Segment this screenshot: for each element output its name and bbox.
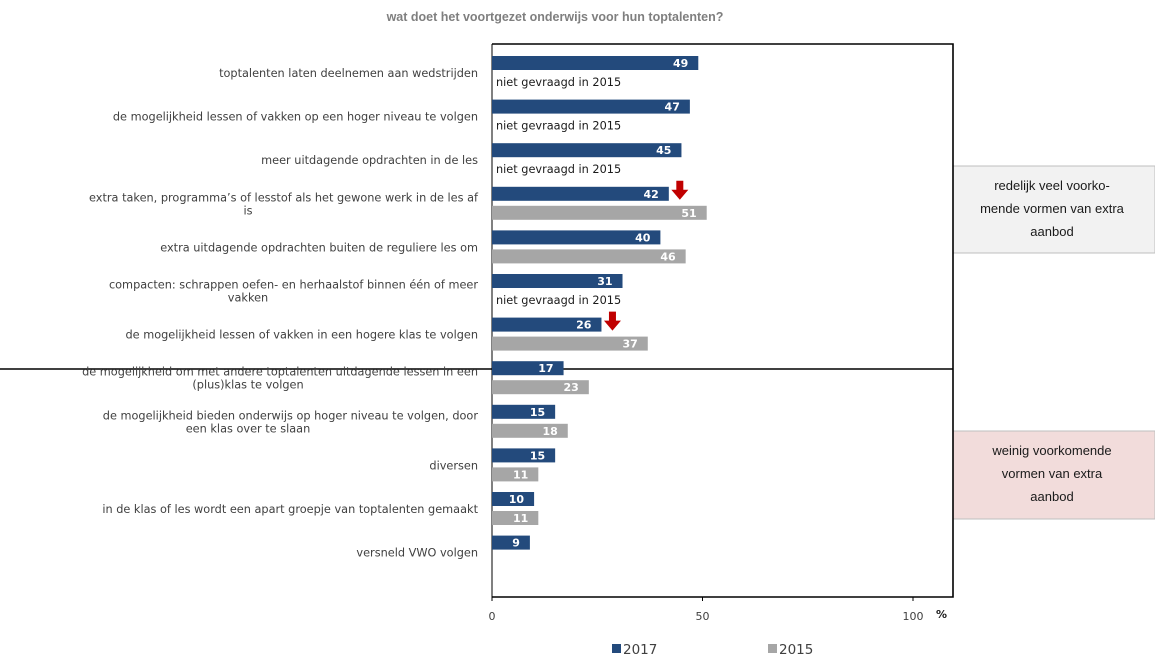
x-unit-label: %	[936, 608, 947, 621]
bar-2015	[492, 380, 589, 395]
legend-label-2015: 2015	[779, 642, 813, 658]
x-tick-label: 0	[489, 610, 496, 623]
category-label: de mogelijkheid lessen of vakken in een …	[126, 329, 479, 342]
bar-value-label-2017: 26	[576, 319, 592, 332]
bar-2015	[492, 249, 686, 264]
category-label: vakken	[228, 292, 268, 305]
category-label: extra uitdagende opdrachten buiten de re…	[160, 241, 478, 254]
bar-value-label-2015: 51	[681, 207, 696, 220]
bar-value-label-2017: 15	[530, 406, 545, 419]
category-label: toptalenten laten deelnemen aan wedstrij…	[219, 67, 478, 80]
bar-2015	[492, 467, 539, 482]
bar-2017	[492, 99, 690, 114]
bar-value-label-2017: 31	[597, 275, 612, 288]
category-label: extra taken, programma’s of lesstof als …	[89, 191, 479, 204]
legend-label-2017: 2017	[623, 642, 657, 658]
group-box-text-1-2: aanbod	[1030, 489, 1073, 504]
bar-2015	[492, 511, 539, 525]
category-label: in de klas of les wordt een apart groepj…	[102, 503, 478, 516]
category-label: een klas over te slaan	[186, 422, 311, 435]
group-box-text-0-1: mende vormen van extra	[980, 201, 1125, 216]
bar-2015	[492, 423, 568, 438]
bar-value-label-2017: 45	[656, 144, 671, 157]
bar-value-label-2017: 47	[665, 101, 680, 114]
bar-2017	[492, 56, 699, 70]
bar-value-label-2017: 49	[673, 57, 688, 70]
category-label: de mogelijkheid om met andere toptalente…	[82, 366, 478, 379]
bar-2017	[492, 186, 669, 201]
bar-value-label-2015: 11	[513, 512, 528, 525]
category-label: compacten: schrappen oefen- en herhaalst…	[109, 279, 478, 292]
bar-2017	[492, 448, 556, 463]
bar-value-label-2017: 42	[644, 188, 659, 201]
bar-2015	[492, 336, 648, 351]
group-box-1	[952, 430, 1155, 520]
legend-swatch-2017	[612, 644, 621, 653]
bar-2017	[492, 143, 682, 158]
bar-2017	[492, 274, 623, 288]
bar-2017	[492, 535, 530, 550]
group-box-0	[952, 165, 1155, 254]
bar-value-label-2015: 18	[542, 425, 557, 438]
bar-2017	[492, 317, 602, 332]
bar-value-label-2015: 37	[622, 338, 637, 351]
bar-2017	[492, 492, 535, 506]
not-asked-label: niet gevraagd in 2015	[496, 76, 621, 89]
decrease-arrow-icon	[603, 311, 621, 331]
bar-value-label-2015: 11	[513, 468, 528, 481]
category-label: is	[243, 204, 252, 217]
group-box-text-1-1: vormen van extra	[1002, 466, 1103, 481]
bar-value-label-2017: 17	[538, 362, 553, 375]
bar-value-label-2015: 46	[660, 250, 676, 263]
category-label: de mogelijkheid lessen of vakken op een …	[113, 111, 478, 124]
not-asked-label: niet gevraagd in 2015	[496, 294, 621, 307]
group-box-text-0-2: aanbod	[1030, 224, 1073, 239]
category-label: de mogelijkheid bieden onderwijs op hoge…	[103, 409, 479, 422]
group-box-text-1-0: weinig voorkomende	[991, 443, 1111, 458]
group-box-text-0-0: redelijk veel voorko-	[994, 178, 1110, 193]
bar-value-label-2017: 40	[635, 231, 651, 244]
x-tick-label: 100	[903, 610, 924, 623]
bar-2015	[492, 205, 707, 220]
category-label: diversen	[429, 459, 478, 472]
legend-swatch-2015	[768, 644, 777, 653]
category-label: (plus)klas te volgen	[192, 379, 303, 392]
bar-2017	[492, 404, 556, 419]
bar-value-label-2017: 10	[509, 493, 525, 506]
category-label: versneld VWO volgen	[356, 547, 478, 560]
chart-title: wat doet het voortgezet onderwijs voor h…	[386, 10, 724, 24]
category-label: meer uitdagende opdrachten in de les	[261, 154, 478, 167]
bar-2017	[492, 361, 564, 376]
x-tick-label: 50	[696, 610, 710, 623]
bar-2017	[492, 230, 661, 245]
not-asked-label: niet gevraagd in 2015	[496, 120, 621, 133]
bar-value-label-2017: 15	[530, 449, 545, 462]
bar-value-label-2015: 23	[564, 381, 579, 394]
bar-value-label-2017: 9	[512, 537, 520, 550]
decrease-arrow-icon	[671, 180, 689, 200]
not-asked-label: niet gevraagd in 2015	[496, 163, 621, 176]
plot-frame	[492, 43, 954, 598]
